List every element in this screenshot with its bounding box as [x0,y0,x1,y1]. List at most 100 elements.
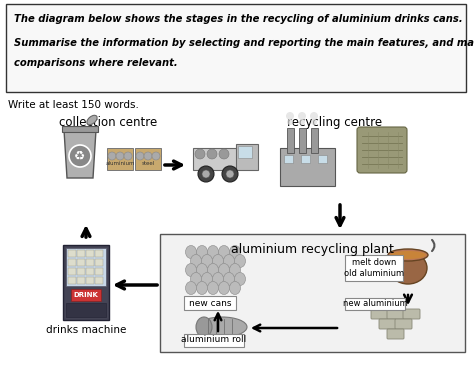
Ellipse shape [196,317,212,337]
FancyBboxPatch shape [357,127,407,173]
FancyBboxPatch shape [77,259,85,266]
Circle shape [207,149,217,159]
Polygon shape [64,130,96,178]
FancyBboxPatch shape [379,319,396,329]
FancyBboxPatch shape [95,250,103,257]
Ellipse shape [388,249,428,261]
Circle shape [219,149,229,159]
Circle shape [299,119,305,125]
Ellipse shape [219,246,229,258]
FancyBboxPatch shape [68,259,76,266]
Ellipse shape [185,246,197,258]
Text: drinks machine: drinks machine [46,325,126,335]
FancyBboxPatch shape [86,277,94,284]
Text: collection centre: collection centre [59,116,157,129]
FancyBboxPatch shape [284,155,293,163]
FancyBboxPatch shape [345,298,405,310]
Ellipse shape [208,246,219,258]
Ellipse shape [219,281,229,294]
FancyBboxPatch shape [62,126,98,132]
Circle shape [144,152,152,160]
Ellipse shape [224,273,235,286]
Text: aluminium: aluminium [105,161,135,166]
FancyBboxPatch shape [299,128,306,153]
Circle shape [202,170,210,178]
FancyBboxPatch shape [66,248,106,286]
Circle shape [222,166,238,182]
FancyBboxPatch shape [95,268,103,275]
FancyBboxPatch shape [345,255,403,281]
FancyBboxPatch shape [301,155,310,163]
Circle shape [198,166,214,182]
FancyBboxPatch shape [86,250,94,257]
Circle shape [287,119,293,125]
Ellipse shape [197,264,208,276]
Ellipse shape [390,251,426,259]
Text: steel: steel [141,161,155,166]
Circle shape [124,152,132,160]
Circle shape [310,112,318,120]
FancyBboxPatch shape [77,250,85,257]
Circle shape [286,112,294,120]
Text: Write at least 150 words.: Write at least 150 words. [8,100,139,110]
Circle shape [226,170,234,178]
Text: melt down
old aluminium: melt down old aluminium [344,258,404,278]
Ellipse shape [185,264,197,276]
Ellipse shape [87,115,97,125]
FancyBboxPatch shape [184,334,244,347]
FancyBboxPatch shape [66,303,106,317]
FancyBboxPatch shape [86,259,94,266]
Ellipse shape [219,264,229,276]
FancyBboxPatch shape [107,148,133,170]
Circle shape [108,152,116,160]
FancyBboxPatch shape [68,268,76,275]
FancyBboxPatch shape [63,245,109,320]
Ellipse shape [224,254,235,268]
Ellipse shape [235,273,246,286]
FancyBboxPatch shape [193,148,238,170]
Text: DRINK: DRINK [73,292,99,298]
FancyBboxPatch shape [236,144,258,170]
Text: recycling centre: recycling centre [287,116,383,129]
Ellipse shape [229,264,240,276]
Circle shape [116,152,124,160]
Text: aluminium recycling plant: aluminium recycling plant [230,243,393,256]
FancyBboxPatch shape [238,146,252,158]
FancyBboxPatch shape [403,309,420,319]
Text: ♻: ♻ [74,149,86,163]
FancyBboxPatch shape [95,259,103,266]
Ellipse shape [235,254,246,268]
Ellipse shape [212,254,224,268]
Ellipse shape [201,254,212,268]
FancyBboxPatch shape [287,128,294,153]
FancyBboxPatch shape [318,155,327,163]
Ellipse shape [197,281,208,294]
Circle shape [195,149,205,159]
FancyBboxPatch shape [280,148,335,186]
FancyBboxPatch shape [395,319,412,329]
FancyBboxPatch shape [86,268,94,275]
FancyBboxPatch shape [160,234,465,352]
Ellipse shape [201,273,212,286]
FancyBboxPatch shape [68,277,76,284]
Text: Summarise the information by selecting and reporting the main features, and make: Summarise the information by selecting a… [14,38,474,48]
Ellipse shape [185,281,197,294]
Text: aluminium roll: aluminium roll [182,335,246,345]
FancyBboxPatch shape [135,148,161,170]
Ellipse shape [229,246,240,258]
Circle shape [311,119,317,125]
Circle shape [69,145,91,167]
Ellipse shape [191,254,201,268]
Text: new aluminium: new aluminium [343,299,407,309]
FancyBboxPatch shape [371,309,388,319]
Circle shape [152,152,160,160]
Circle shape [136,152,144,160]
FancyBboxPatch shape [77,277,85,284]
FancyBboxPatch shape [6,4,466,92]
Ellipse shape [197,317,247,337]
Circle shape [298,112,306,120]
FancyBboxPatch shape [311,128,318,153]
Ellipse shape [208,281,219,294]
FancyBboxPatch shape [77,268,85,275]
FancyBboxPatch shape [95,277,103,284]
